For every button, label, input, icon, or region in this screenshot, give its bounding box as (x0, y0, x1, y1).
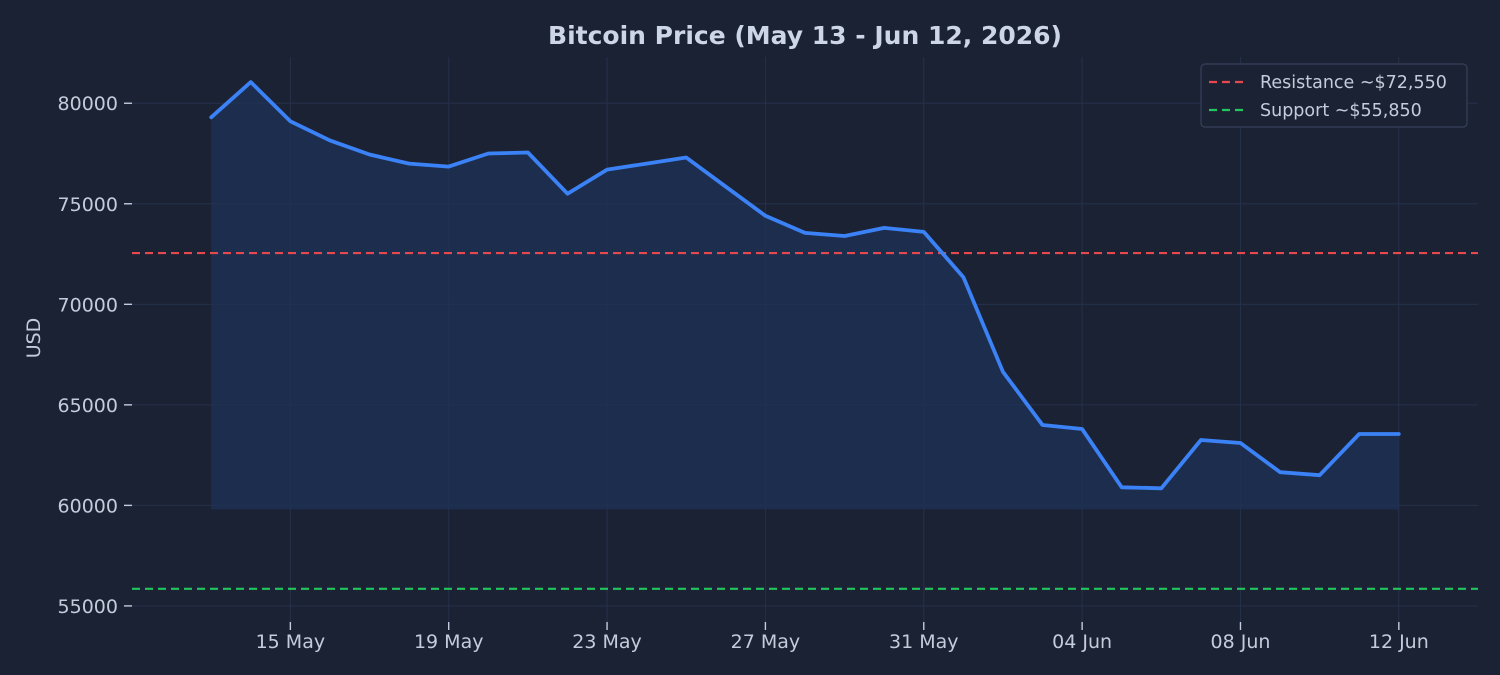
x-tick-label: 15 May (256, 631, 326, 653)
x-tick-label: 08 Jun (1211, 631, 1271, 653)
price-series-line (209, 80, 1401, 491)
y-tick-label: 60000 (58, 495, 118, 517)
reference-lines (132, 251, 1478, 590)
x-tick-label: 27 May (731, 631, 801, 653)
x-tick-label: 19 May (414, 631, 484, 653)
price-area-fill (211, 82, 1399, 510)
x-tick-label: 12 Jun (1369, 631, 1429, 653)
legend: Resistance ~$72,550 Support ~$55,850 (1200, 63, 1468, 128)
x-tick-label: 31 May (889, 631, 959, 653)
legend-support-label: Support ~$55,850 (1260, 101, 1422, 121)
y-tick-label: 75000 (58, 194, 118, 216)
y-tick-label: 65000 (58, 395, 118, 417)
x-tick-label: 04 Jun (1052, 631, 1112, 653)
y-tick-label: 70000 (58, 294, 118, 316)
legend-box (1200, 63, 1468, 128)
x-axis: 15 May 19 May 23 May 27 May 31 May 04 Jun 08 J… (256, 622, 1429, 653)
y-axis: 55000 60000 65000 70000 75000 80000 (58, 93, 132, 618)
y-tick-label: 55000 (58, 596, 118, 618)
x-tick-label: 23 May (572, 631, 642, 653)
legend-resistance-label: Resistance ~$72,550 (1260, 73, 1447, 93)
y-axis-label: USD (23, 318, 45, 359)
chart-title: Bitcoin Price (May 13 - Jun 12, 2026) (548, 21, 1062, 50)
y-tick-label: 80000 (58, 93, 118, 115)
